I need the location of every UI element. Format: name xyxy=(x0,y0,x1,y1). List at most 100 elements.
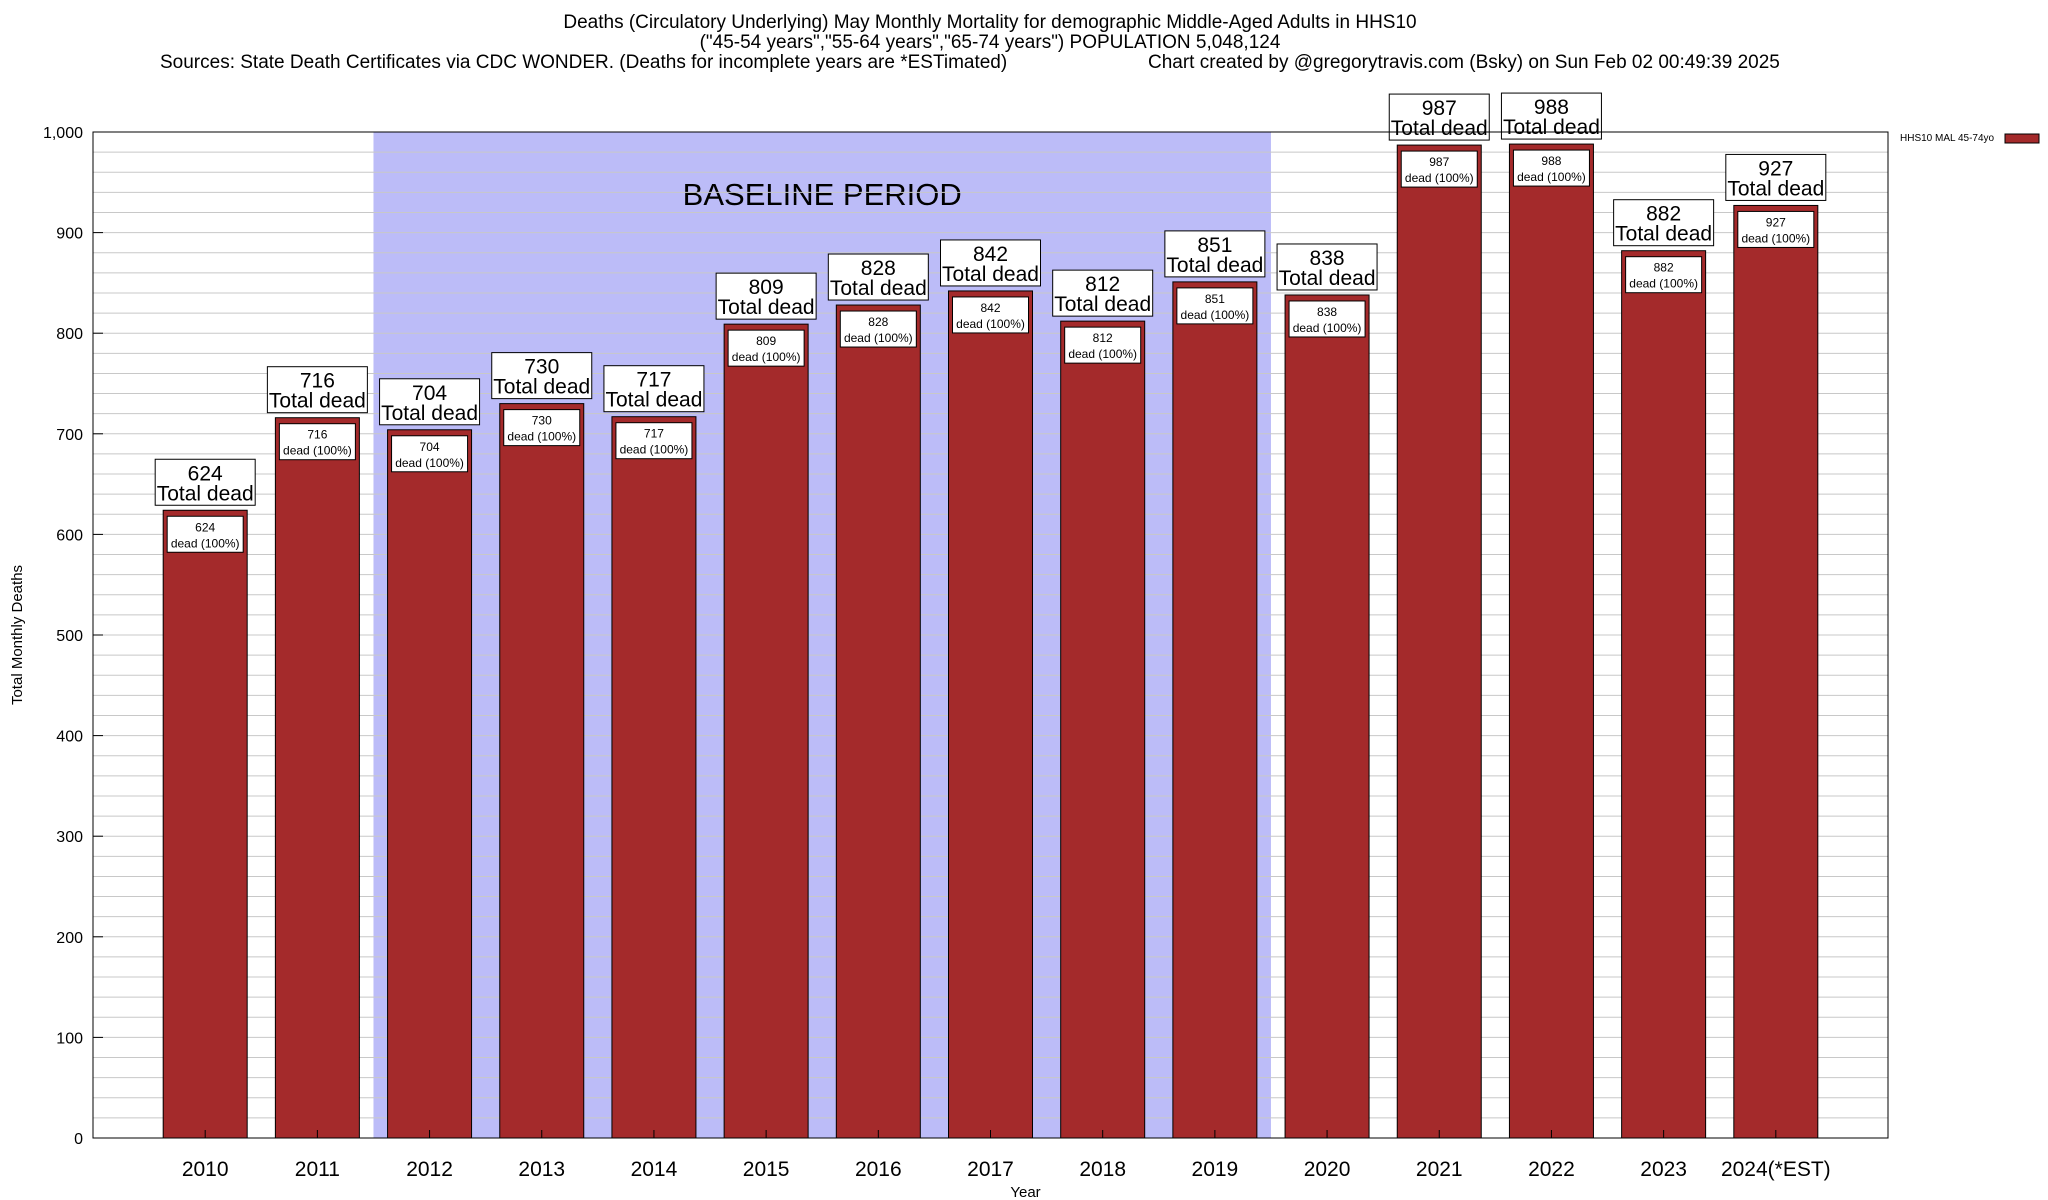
bar xyxy=(1060,320,1146,1139)
bar-inner-value: 882 xyxy=(1654,261,1674,275)
x-tick-label: 2013 xyxy=(518,1158,565,1181)
x-axis-label: Year xyxy=(1010,1184,1040,1200)
legend-swatch xyxy=(2004,133,2040,144)
bar-inner-value: 717 xyxy=(644,427,664,441)
bar-total-value: 812 xyxy=(1085,273,1120,296)
bar-total-value: 851 xyxy=(1197,234,1232,257)
bar-total-label: Total dead xyxy=(1054,293,1151,316)
x-tick-label: 2016 xyxy=(855,1158,902,1181)
chart-sources: Sources: State Death Certificates via CD… xyxy=(160,52,1008,73)
bar-inner-label: dead (100%) xyxy=(620,443,689,457)
bar-total-box xyxy=(1613,199,1715,247)
bar-inner-box xyxy=(615,422,693,460)
bar-total-box xyxy=(1276,243,1378,291)
x-tick-label: 2011 xyxy=(295,1158,340,1181)
bar-inner-value: 927 xyxy=(1766,215,1786,229)
bar-inner-label: dead (100%) xyxy=(395,456,464,470)
bar-total-value: 988 xyxy=(1534,96,1569,119)
bar-inner-value: 838 xyxy=(1317,305,1337,319)
bar-total-box xyxy=(940,239,1041,287)
bar-inner-label: dead (100%) xyxy=(956,317,1025,331)
y-tick-label: 300 xyxy=(56,829,83,846)
y-tick-label: 400 xyxy=(56,729,83,746)
bar xyxy=(611,416,697,1139)
bar-inner-value: 988 xyxy=(1541,154,1561,168)
bar-inner-value: 624 xyxy=(195,520,215,534)
bar-total-value: 882 xyxy=(1646,203,1681,226)
y-tick-label: 800 xyxy=(56,326,83,343)
bar xyxy=(1508,143,1594,1139)
bar-total-box xyxy=(603,365,705,413)
bar-total-value: 809 xyxy=(749,276,784,299)
y-tick-label: 1,000 xyxy=(43,125,83,142)
x-tick-label: 2019 xyxy=(1192,1158,1239,1181)
bar-inner-value: 704 xyxy=(420,440,440,454)
bar-inner-value: 828 xyxy=(868,315,888,329)
bar-total-label: Total dead xyxy=(1279,267,1376,290)
bar-total-label: Total dead xyxy=(605,389,702,412)
bar-total-box xyxy=(491,352,593,400)
bar xyxy=(274,417,360,1139)
bar-inner-label: dead (100%) xyxy=(732,350,801,364)
x-tick-label: 2015 xyxy=(743,1158,790,1181)
bar xyxy=(1733,204,1819,1139)
bar-inner-label: dead (100%) xyxy=(1181,308,1250,322)
bar-inner-value: 812 xyxy=(1093,331,1113,345)
y-tick-label: 0 xyxy=(74,1131,83,1148)
bar-inner-box xyxy=(1400,150,1478,188)
bar-total-label: Total dead xyxy=(269,390,366,413)
bar-total-box xyxy=(1052,269,1154,317)
bar-inner-box xyxy=(839,310,917,348)
bar-total-label: Total dead xyxy=(830,277,927,300)
bar xyxy=(1621,250,1707,1139)
bar-inner-box xyxy=(278,423,356,461)
x-tick-label: 2012 xyxy=(406,1158,453,1181)
x-tick-label: 2022 xyxy=(1528,1158,1575,1181)
y-tick-label: 100 xyxy=(56,1030,83,1047)
bar-inner-label: dead (100%) xyxy=(283,444,352,458)
bar-inner-box xyxy=(727,329,805,367)
bar-inner-value: 987 xyxy=(1429,155,1449,169)
bar-inner-box xyxy=(1512,149,1590,187)
bar-total-box xyxy=(379,378,481,426)
bar-inner-box xyxy=(503,409,581,447)
bar xyxy=(499,403,585,1139)
bar-total-box xyxy=(1164,230,1266,278)
bar-inner-box xyxy=(1288,300,1366,338)
chart-credit: Chart created by @gregorytravis.com (Bsk… xyxy=(1148,52,1780,73)
bar-inner-label: dead (100%) xyxy=(1405,171,1474,185)
x-tick-label: 2010 xyxy=(182,1158,229,1181)
x-tick-label: 2024(*EST) xyxy=(1721,1158,1831,1181)
baseline-label: BASELINE PERIOD xyxy=(683,177,962,212)
y-tick-label: 500 xyxy=(56,628,83,645)
bar-inner-label: dead (100%) xyxy=(1068,347,1137,361)
bar-inner-label: dead (100%) xyxy=(1517,170,1586,184)
bar-inner-box xyxy=(391,435,469,473)
legend-label: HHS10 MAL 45-74yo xyxy=(1900,133,1995,144)
bar-total-label: Total dead xyxy=(1391,117,1488,140)
x-tick-label: 2018 xyxy=(1079,1158,1126,1181)
bar-inner-label: dead (100%) xyxy=(507,430,576,444)
bar-inner-box xyxy=(166,515,244,553)
x-tick-label: 2023 xyxy=(1640,1158,1687,1181)
bar-total-box xyxy=(1500,92,1602,140)
y-axis-label: Total Monthly Deaths xyxy=(9,565,26,705)
bar-total-label: Total dead xyxy=(157,482,254,505)
bar xyxy=(1172,281,1258,1139)
bar-total-value: 730 xyxy=(524,356,559,379)
bar-inner-box xyxy=(952,296,1029,334)
x-tick-label: 2014 xyxy=(631,1158,678,1181)
bar-inner-value: 842 xyxy=(980,301,1000,315)
bar-inner-value: 716 xyxy=(307,428,327,442)
y-tick-label: 700 xyxy=(56,427,83,444)
x-tick-label: 2017 xyxy=(967,1158,1014,1181)
bar-inner-box xyxy=(1737,210,1815,248)
bar-inner-box xyxy=(1064,326,1142,364)
y-tick-label: 900 xyxy=(56,226,83,243)
bar-inner-box xyxy=(1176,287,1254,325)
bar-total-value: 987 xyxy=(1422,97,1457,120)
bar-inner-label: dead (100%) xyxy=(1293,321,1362,335)
bar-total-box xyxy=(827,253,929,301)
